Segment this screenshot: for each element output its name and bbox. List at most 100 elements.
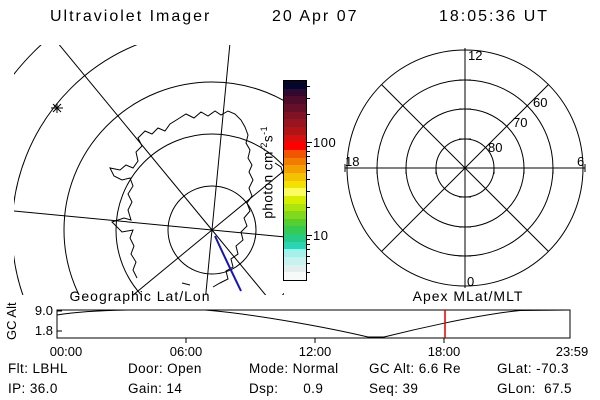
- star-marker: [51, 103, 63, 113]
- colorbar-tick: [306, 256, 310, 257]
- colorbar-band: [284, 172, 306, 181]
- y-axis-label: GC Alt: [4, 302, 19, 340]
- coastline: [109, 110, 254, 288]
- colorbar-band: [284, 149, 306, 158]
- strip-chart-frame: [56, 309, 571, 339]
- x-tick-2359: 23:59: [556, 344, 589, 359]
- colorbar-tick: [306, 151, 310, 152]
- colorbar-band: [284, 111, 306, 120]
- colorbar-band: [284, 103, 306, 112]
- colorbar-band: [284, 257, 306, 265]
- colorbar-tick: [306, 86, 310, 87]
- status-flt: Flt: LBHL: [8, 361, 68, 376]
- colorbar-band: [284, 119, 306, 127]
- colorbar-label-exp: -2: [258, 142, 269, 152]
- colorbar-tick: [306, 170, 310, 171]
- meridian-lines: [14, 45, 284, 295]
- colorbar-band: [284, 211, 306, 219]
- colorbar-band: [284, 272, 306, 281]
- colorbar-band: [284, 126, 306, 135]
- x-axis-ticks: [185, 338, 445, 343]
- axis-ticks: [376, 79, 554, 257]
- y-tick-1-8: 1.8: [35, 323, 53, 338]
- header-time: 18:05:36 UT: [439, 8, 550, 25]
- colorbar-tick: [306, 272, 310, 273]
- colorbar-tick: [306, 239, 310, 240]
- colorbar-tick: [306, 207, 310, 208]
- x-tick-1200: 12:00: [299, 344, 332, 359]
- colorbar-tick: [306, 235, 312, 236]
- mlat-mlt-polar-plot: 12 18 6 0 80 70 60: [344, 48, 586, 289]
- mlt-label-0: 0: [467, 274, 474, 289]
- gc-alt-strip-chart: Geographic Lat/Lon Apex MLat/MLT 9.0 1.8…: [4, 288, 589, 359]
- geo-map-title: Geographic Lat/Lon: [70, 288, 211, 304]
- colorbar-band: [284, 241, 306, 250]
- colorbar-tick-100: 100: [313, 135, 337, 150]
- colorbar-tick: [306, 114, 310, 115]
- colorbar-tick: [306, 156, 310, 157]
- mlt-label-18: 18: [345, 154, 359, 169]
- mlat-label-80: 80: [488, 140, 502, 155]
- status-glat: GLat: -70.3: [497, 361, 569, 376]
- colorbar-band: [284, 81, 306, 89]
- colorbar-band: [284, 188, 306, 196]
- colorbar-tick: [306, 249, 310, 250]
- gc-alt-curve: [56, 309, 571, 338]
- polar-plot-title: Apex MLat/MLT: [413, 288, 524, 304]
- colorbar-tick: [306, 179, 310, 180]
- geographic-map: [14, 45, 284, 295]
- mlt-label-6: 6: [577, 154, 584, 169]
- mlat-label-60: 60: [533, 95, 547, 110]
- colorbar: [283, 80, 307, 281]
- header-date: 20 Apr 07: [272, 8, 359, 25]
- colorbar-band: [284, 134, 306, 143]
- page-title: Ultraviolet Imager: [50, 8, 212, 25]
- colorbar-label-text: photon cm: [260, 151, 276, 219]
- axis-caps: [344, 164, 586, 172]
- colorbar-label-text: s: [260, 134, 276, 143]
- colorbar-band: [284, 203, 306, 212]
- colorbar-tick: [306, 263, 310, 264]
- colorbar-band: [284, 218, 306, 227]
- colorbar-tick: [306, 142, 312, 143]
- x-tick-0600: 06:00: [170, 344, 203, 359]
- colorbar-band: [284, 234, 306, 242]
- colorbar-band: [284, 264, 306, 273]
- colorbar-band: [284, 165, 306, 173]
- status-gc-alt: GC Alt: 6.6 Re: [369, 361, 461, 376]
- colorbar-tick: [306, 163, 310, 164]
- mlat-label-70: 70: [513, 115, 527, 130]
- colorbar-band: [284, 96, 306, 104]
- y-tick-9: 9.0: [35, 303, 53, 318]
- status-dsp: Dsp: 0.9: [249, 381, 324, 396]
- x-tick-1800: 18:00: [428, 344, 461, 359]
- coastline-fragment: [181, 282, 191, 286]
- colorbar-tick: [306, 146, 310, 147]
- colorbar-band: [284, 195, 306, 204]
- status-ip: IP: 36.0: [8, 381, 58, 396]
- colorbar-band: [284, 249, 306, 258]
- satellite-track: [214, 235, 242, 292]
- colorbar-label-exp: -1: [258, 125, 269, 135]
- colorbar-band: [284, 226, 306, 235]
- status-seq: Seq: 39: [369, 381, 419, 396]
- colorbar-tick: [306, 244, 310, 245]
- colorbar-tick-10: 10: [313, 228, 329, 243]
- coastline-fragment: [274, 162, 284, 175]
- colorbar-band: [284, 142, 306, 150]
- x-tick-0000: 00:00: [50, 344, 83, 359]
- status-glon: GLon: 67.5: [497, 381, 572, 396]
- latitude-circles: [14, 45, 284, 295]
- mlt-label-12: 12: [468, 48, 482, 63]
- status-door: Door: Open: [128, 361, 202, 376]
- colorbar-band: [284, 180, 306, 189]
- colorbar-band: [284, 88, 306, 97]
- colorbar-band: [284, 157, 306, 166]
- colorbar-tick: [306, 98, 310, 99]
- status-mode: Mode: Normal: [249, 361, 339, 376]
- colorbar-tick: [306, 191, 310, 192]
- colorbar-label: photon cm-2s-1: [259, 92, 276, 252]
- y-axis-ticks: [57, 310, 62, 332]
- mlt-spokes: [345, 48, 585, 288]
